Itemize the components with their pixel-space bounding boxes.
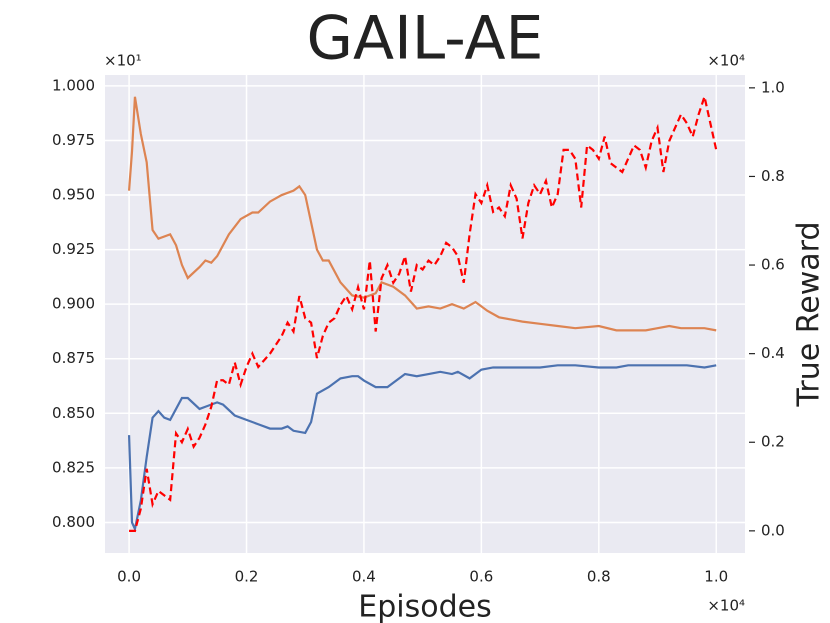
y-tick-label: 0.925 bbox=[52, 240, 95, 258]
x-tick-label: 0.0 bbox=[117, 568, 141, 586]
data-line bbox=[127, 96, 717, 332]
plot-background bbox=[105, 75, 745, 553]
y-tick-label: 1.000 bbox=[52, 76, 95, 94]
x-multiplier: ×10⁴ bbox=[707, 597, 745, 615]
y-tick-label: 0.975 bbox=[52, 131, 95, 149]
x-tick-label: 1.0 bbox=[704, 568, 728, 586]
x-tick-label: 0.4 bbox=[352, 568, 376, 586]
data-line bbox=[127, 364, 717, 533]
y-tick-label: 0.900 bbox=[52, 295, 95, 313]
y2-tick-label: 0.4 bbox=[761, 344, 785, 362]
y-tick-label: 0.800 bbox=[52, 513, 95, 531]
data-line bbox=[129, 92, 718, 532]
y2-tick-label: 0.2 bbox=[761, 433, 785, 451]
y2-tick-label: 0.0 bbox=[761, 521, 785, 539]
y-tick-label: 0.875 bbox=[52, 349, 95, 367]
y-tick-label: 0.950 bbox=[52, 186, 95, 204]
y2-tick-label: 1.0 bbox=[761, 78, 785, 96]
x-axis-label: Episodes bbox=[358, 590, 491, 623]
x-tick-label: 0.8 bbox=[587, 568, 611, 586]
chart-title: GAIL-AE bbox=[307, 4, 544, 74]
y-multiplier: ×10¹ bbox=[104, 52, 142, 70]
y2-axis-label: True Reward bbox=[792, 222, 827, 408]
y2-multiplier: ×10⁴ bbox=[707, 52, 745, 70]
x-tick-label: 0.2 bbox=[235, 568, 259, 586]
y-tick-label: 0.825 bbox=[52, 458, 95, 476]
y-tick-label: 0.850 bbox=[52, 404, 95, 422]
y2-tick-label: 0.6 bbox=[761, 256, 785, 274]
y2-tick-label: 0.8 bbox=[761, 167, 785, 185]
x-tick-label: 0.6 bbox=[469, 568, 493, 586]
